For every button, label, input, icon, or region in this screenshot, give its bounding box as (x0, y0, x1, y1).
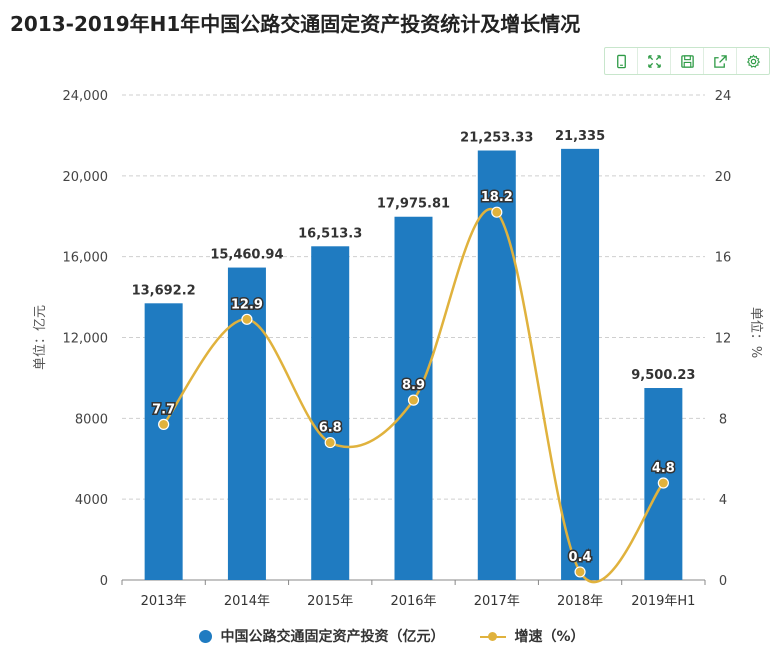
phone-view-button[interactable] (605, 48, 638, 74)
right-axis-tick-label: 4 (719, 493, 727, 508)
export-button[interactable] (704, 48, 737, 74)
save-icon (680, 54, 694, 68)
bar-value-label: 13,692.2 (132, 283, 196, 298)
growth-value-label: 0.4 (569, 550, 592, 565)
growth-point (158, 418, 170, 430)
save-button[interactable] (671, 48, 704, 74)
left-axis-tick-label: 24,000 (63, 89, 109, 104)
left-axis-title: 单位：亿元 (33, 305, 48, 370)
bar (144, 303, 183, 580)
x-axis-tick-label: 2019年H1 (631, 594, 695, 609)
bar-value-label: 16,513.3 (298, 226, 362, 241)
x-axis-tick-label: 2016年 (390, 594, 436, 609)
settings-icon (746, 54, 760, 68)
legend-label-investment: 中国公路交通固定资产投资（亿元） (220, 629, 445, 645)
phone-icon (616, 54, 626, 68)
chart-title: 2013-2019年H1年中国公路交通固定资产投资统计及增长情况 (10, 12, 581, 36)
legend-item-investment[interactable]: 中国公路交通固定资产投资（亿元） (199, 626, 444, 646)
right-axis-tick-label: 12 (715, 332, 732, 347)
x-axis-tick-label: 2017年 (474, 594, 520, 609)
chart-legend: 中国公路交通固定资产投资（亿元） 增速（%） (0, 626, 784, 646)
x-axis-tick-label: 2014年 (224, 594, 270, 609)
right-axis-tick-label: 16 (715, 251, 732, 266)
growth-value-label: 7.7 (152, 402, 175, 417)
right-axis-tick-label: 0 (719, 574, 727, 589)
growth-point (657, 477, 669, 489)
left-axis-tick-label: 12,000 (63, 332, 109, 347)
legend-item-growth[interactable]: 增速（%） (480, 626, 585, 646)
growth-point (241, 313, 253, 325)
fullscreen-button[interactable] (638, 48, 671, 74)
growth-point (407, 394, 420, 406)
left-axis-tick-label: 8000 (75, 412, 108, 427)
bar (561, 148, 600, 580)
bar-value-label: 21,253.33 (460, 131, 533, 146)
chart-toolbar (604, 47, 770, 75)
legend-line-marker (480, 630, 507, 643)
growth-point (574, 566, 586, 578)
growth-value-label: 8.9 (402, 378, 425, 393)
x-axis-tick-label: 2013年 (141, 594, 187, 609)
bar (311, 246, 350, 580)
bar-value-label: 17,975.81 (377, 197, 450, 212)
x-axis-tick-label: 2018年 (557, 594, 603, 609)
right-axis-tick-label: 24 (715, 89, 732, 104)
left-axis-tick-label: 4000 (75, 493, 108, 508)
settings-button[interactable] (737, 48, 769, 74)
fullscreen-icon (647, 54, 661, 68)
bar (477, 150, 516, 581)
growth-value-label: 6.8 (319, 421, 342, 436)
left-axis-tick-label: 0 (100, 574, 108, 589)
export-icon (713, 54, 727, 68)
right-axis-tick-label: 8 (719, 412, 727, 427)
x-axis-tick-label: 2015年 (307, 594, 353, 609)
right-axis-title: 单位：% (748, 307, 763, 358)
right-axis-tick-label: 20 (715, 170, 732, 185)
bar-value-label: 21,335 (555, 129, 605, 144)
growth-value-label: 4.8 (652, 461, 675, 476)
growth-point (324, 436, 336, 449)
bar-value-label: 9,500.23 (631, 368, 695, 383)
left-axis-tick-label: 20,000 (63, 170, 109, 185)
legend-label-growth: 增速（%） (514, 629, 585, 645)
growth-value-label: 18.2 (481, 190, 513, 205)
growth-value-label: 12.9 (231, 297, 263, 312)
left-axis-tick-label: 16,000 (63, 251, 109, 266)
growth-point (491, 206, 503, 218)
legend-bar-marker (199, 629, 213, 643)
bar-value-label: 15,460.94 (210, 248, 283, 263)
